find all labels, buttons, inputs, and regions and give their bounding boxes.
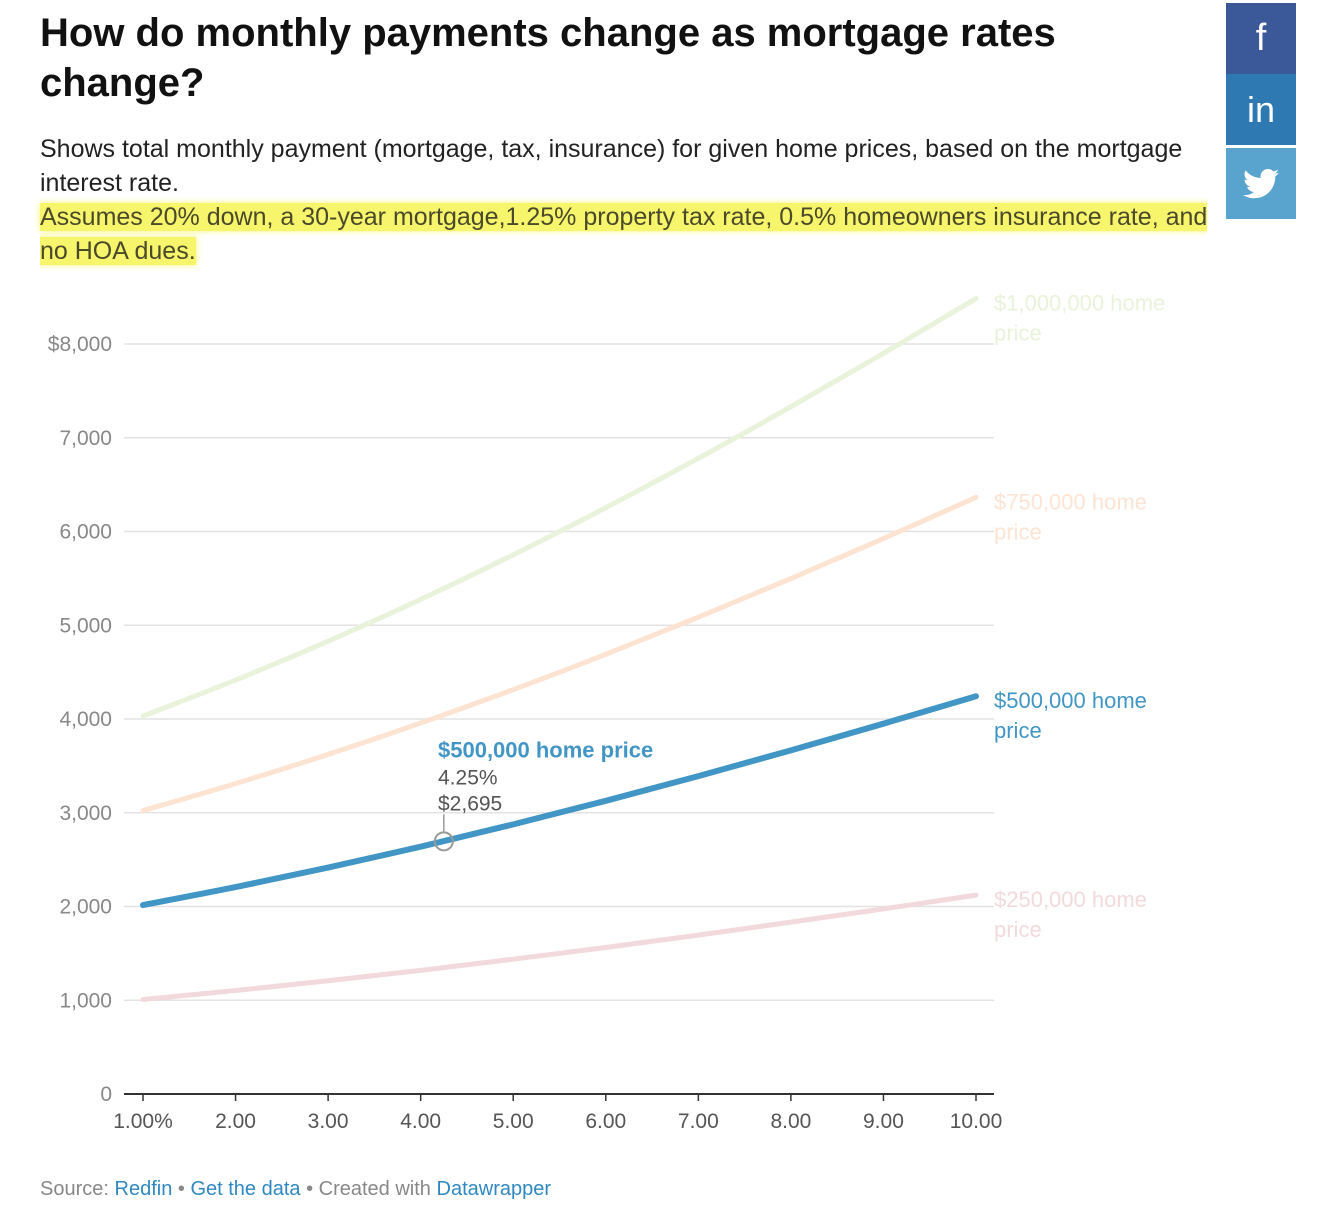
x-tick-label: 8.00 (770, 1110, 811, 1133)
y-tick-label: 4,000 (59, 708, 112, 731)
tooltip-value: $2,695 (438, 792, 502, 815)
get-the-data-link[interactable]: Get the data (190, 1178, 301, 1200)
series-label-250-000-home-price: $250,000 home price (994, 887, 1147, 942)
datawrapper-link[interactable]: Datawrapper (436, 1178, 552, 1200)
source-prefix: Source: (40, 1178, 109, 1200)
x-tick-label: 3.00 (308, 1110, 349, 1133)
y-tick-label: 1,000 (59, 989, 112, 1012)
series-line-750-000-home-price (140, 494, 979, 814)
line-chart: 0 1,000 2,000 3,000 4,000 5,000 6,000 7,000 $8,0… (48, 291, 1166, 1133)
y-tick-label: 6,000 (59, 521, 112, 544)
series-lines (140, 296, 979, 1002)
y-tick-label: $8,000 (48, 333, 112, 356)
x-tick-label: 6.00 (585, 1110, 626, 1133)
gridlines: 0 1,000 2,000 3,000 4,000 5,000 6,000 7,000 $8,0… (48, 333, 1003, 1133)
highlighted-assumptions-note: Assumes 20% down, a 30-year mortgage,1.2… (40, 203, 1208, 265)
linkedin-share-button[interactable]: in (1226, 74, 1296, 145)
y-tick-label: 3,000 (59, 802, 112, 825)
y-tick-label: 0 (100, 1083, 112, 1106)
y-tick-label: 5,000 (59, 614, 112, 637)
tooltip-series-name: $500,000 home price (438, 737, 653, 762)
series-line-500-000-home-price (140, 693, 979, 909)
twitter-icon (1243, 168, 1279, 198)
series-label-500-000-home-price: $500,000 home price (994, 688, 1147, 743)
series-label-750-000-home-price: $750,000 home price (994, 489, 1147, 544)
created-with-text: • Created with (306, 1178, 431, 1200)
x-tick-label: 4.00 (400, 1110, 441, 1133)
facebook-share-button[interactable]: f (1226, 3, 1296, 74)
x-tick-label: 1.00% (113, 1110, 173, 1133)
series-labels: $1,000,000 home price $750,000 home price $2… (994, 291, 1165, 943)
x-tick-label: 2.00 (215, 1110, 256, 1133)
source-link[interactable]: Redfin (114, 1178, 173, 1200)
x-tick-label: 5.00 (493, 1110, 534, 1133)
tooltip-rate: 4.25% (438, 766, 498, 789)
series-label-1-000-000-home-price: $1,000,000 home price (994, 291, 1165, 346)
subtitle-text: Shows total monthly payment (mortgage, t… (40, 135, 1183, 197)
chart-description: Shows total monthly payment (mortgage, t… (40, 132, 1210, 268)
y-tick-label: 2,000 (59, 896, 112, 919)
linkedin-icon: in (1246, 88, 1276, 130)
tooltip-marker (433, 831, 454, 852)
footer-separator: • (177, 1178, 185, 1200)
series-line-250-000-home-price (140, 892, 979, 1002)
twitter-share-button[interactable] (1226, 148, 1296, 219)
x-tick-label: 9.00 (863, 1110, 904, 1133)
facebook-icon: f (1255, 17, 1267, 59)
chart-title: How do monthly payments change as mortga… (40, 11, 1056, 105)
x-tick-label: 7.00 (678, 1110, 719, 1133)
x-tick-label: 10.00 (950, 1110, 1003, 1133)
tooltip: $500,000 home price 4.25% $2,695 (433, 737, 653, 852)
y-tick-label: 7,000 (59, 427, 112, 450)
series-line-1-000-000-home-price (140, 296, 979, 719)
chart-footer: Source: Redfin • Get the data • Created … (40, 1178, 551, 1201)
